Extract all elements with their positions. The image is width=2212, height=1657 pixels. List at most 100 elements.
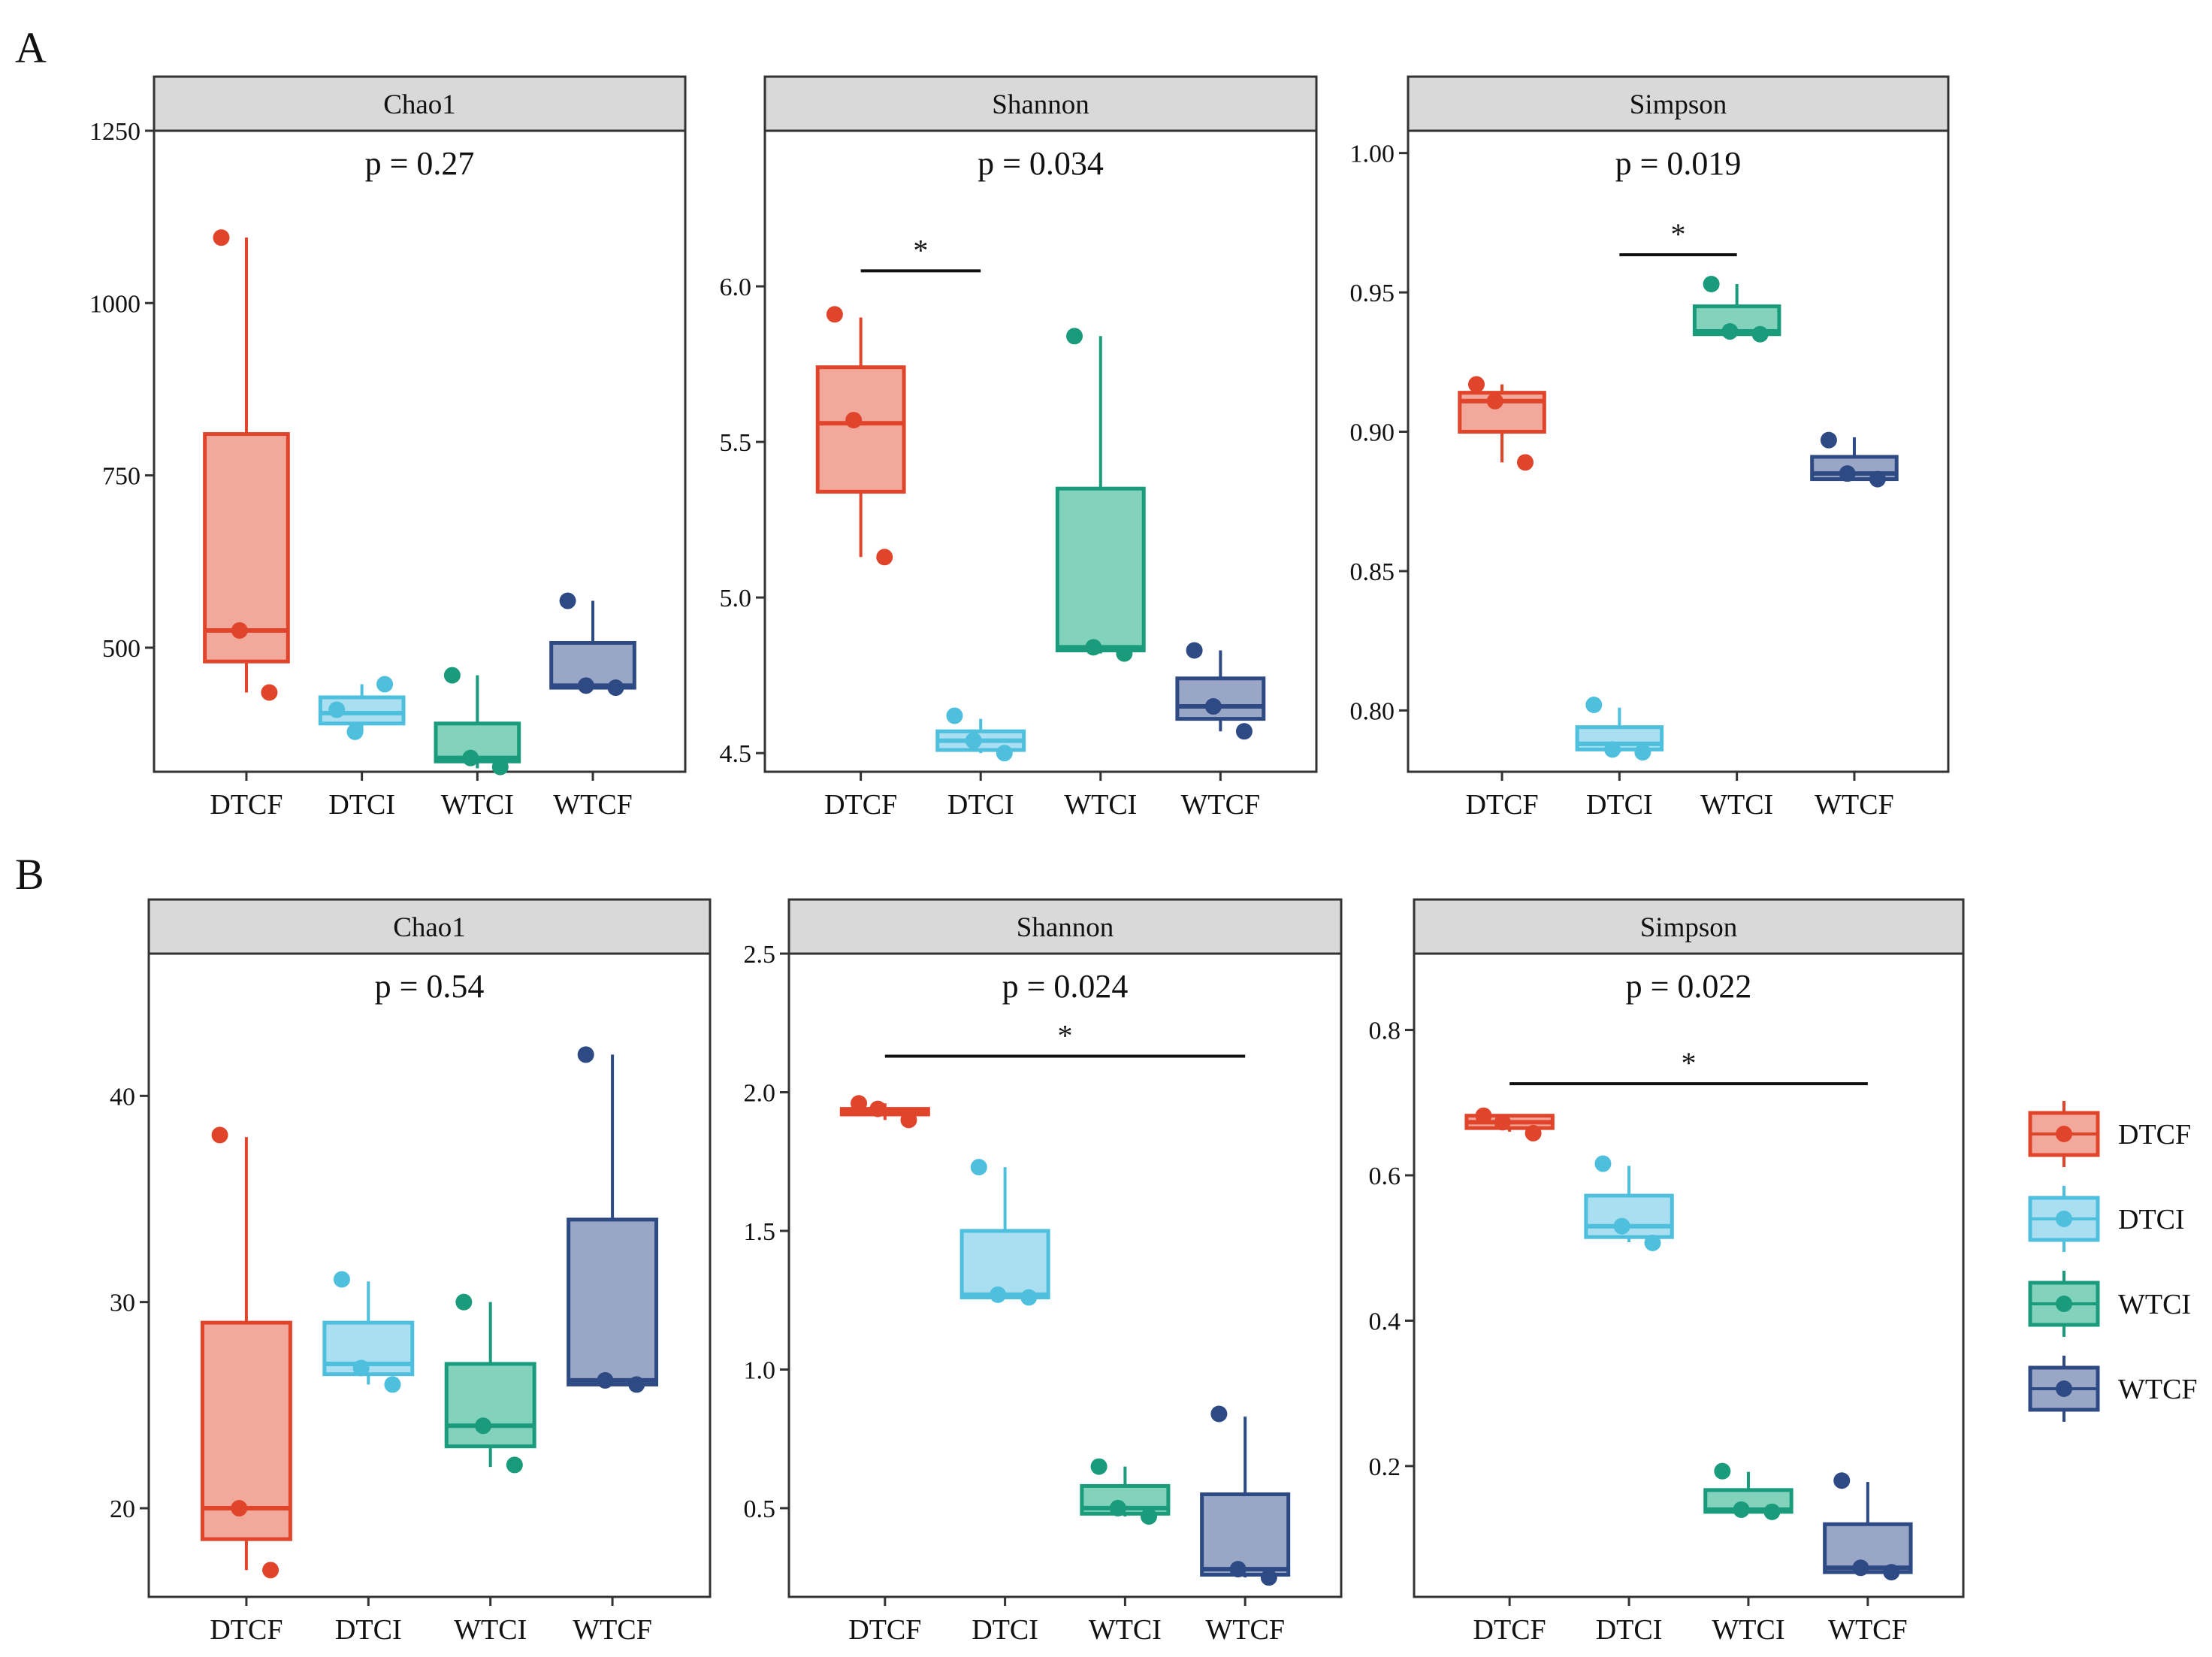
significance-star: * bbox=[1058, 1019, 1073, 1053]
y-tick-label: 500 bbox=[102, 635, 141, 663]
x-tick-label: WTCI bbox=[1700, 789, 1773, 821]
data-point bbox=[1733, 1501, 1750, 1518]
panel-b-chao1: Chao1 p = 0.54 20 30 40 DTCF DTCI WTCI WTCF bbox=[110, 898, 712, 1646]
legend-label: WTCF bbox=[2118, 1374, 2198, 1405]
plot-border bbox=[153, 129, 687, 773]
data-point bbox=[1714, 1462, 1731, 1480]
y-tick-label: 4.5 bbox=[720, 740, 752, 768]
y-tick-label: 2.5 bbox=[744, 941, 776, 969]
box-wtcf bbox=[549, 640, 636, 690]
legend-point bbox=[2056, 1126, 2072, 1142]
data-point bbox=[1090, 1458, 1108, 1475]
box-dtcf bbox=[815, 365, 906, 494]
facet-title: Simpson bbox=[1640, 912, 1738, 943]
data-point bbox=[970, 1159, 987, 1176]
strip-header bbox=[787, 898, 1343, 955]
data-point bbox=[1109, 1499, 1126, 1516]
data-point bbox=[1763, 1503, 1781, 1520]
p-value-label: p = 0.022 bbox=[1626, 968, 1752, 1005]
data-point bbox=[1751, 325, 1769, 343]
data-point bbox=[1634, 744, 1651, 761]
data-point bbox=[1468, 376, 1485, 393]
data-point bbox=[352, 1359, 370, 1377]
data-point bbox=[262, 1562, 280, 1579]
p-value-label: p = 0.034 bbox=[978, 145, 1104, 182]
data-point bbox=[1229, 1561, 1247, 1578]
strip-header bbox=[1413, 898, 1965, 955]
data-point bbox=[1475, 1107, 1492, 1124]
y-tick-label: 6.0 bbox=[720, 274, 752, 301]
legend-point bbox=[2056, 1211, 2072, 1227]
y-tick-label: 0.95 bbox=[1350, 280, 1395, 307]
plot-border bbox=[763, 129, 1318, 773]
x-tick-label: DTCI bbox=[972, 1614, 1038, 1646]
data-point bbox=[1210, 1405, 1228, 1423]
data-point bbox=[1839, 465, 1856, 482]
data-point bbox=[211, 1126, 228, 1144]
data-point bbox=[577, 677, 594, 694]
panel-a-shannon: Shannon p = 0.034 4.5 5.0 5.5 6.0 DTCF DTCI WTCI… bbox=[720, 75, 1318, 821]
plot-border bbox=[1413, 952, 1965, 1598]
data-point bbox=[506, 1456, 523, 1474]
x-tick-label: DTCF bbox=[1473, 1614, 1546, 1646]
y-tick-label: 2.0 bbox=[744, 1079, 776, 1107]
y-tick-label: 1250 bbox=[89, 118, 141, 146]
significance-star: * bbox=[1671, 217, 1686, 251]
box-wtcf bbox=[567, 1217, 659, 1386]
data-point bbox=[1852, 1559, 1869, 1577]
x-tick-label: DTCI bbox=[335, 1614, 402, 1646]
data-point bbox=[231, 621, 248, 639]
y-tick-label: 1.5 bbox=[744, 1218, 776, 1246]
y-tick-label: 1000 bbox=[89, 290, 141, 318]
box-wtcf bbox=[1200, 1492, 1291, 1577]
data-point bbox=[965, 732, 982, 749]
legend: DTCF DTCI WTCI WTCF bbox=[2028, 1101, 2198, 1422]
p-value-label: p = 0.54 bbox=[375, 968, 485, 1005]
data-point bbox=[628, 1376, 645, 1393]
strip-header bbox=[1407, 75, 1950, 132]
legend-item-dtcf: DTCF bbox=[2028, 1101, 2191, 1167]
data-point bbox=[462, 749, 479, 767]
significance-star: * bbox=[913, 233, 928, 267]
data-point bbox=[876, 549, 893, 566]
data-point bbox=[475, 1417, 492, 1435]
y-tick-label: 30 bbox=[110, 1290, 135, 1317]
x-tick-label: WTCI bbox=[1712, 1614, 1784, 1646]
facet-title: Shannon bbox=[992, 89, 1089, 120]
p-value-label: p = 0.024 bbox=[1002, 968, 1129, 1005]
data-point bbox=[1613, 1217, 1630, 1235]
data-point bbox=[1486, 392, 1503, 410]
data-point bbox=[851, 1095, 868, 1112]
box-wtcf bbox=[1175, 676, 1266, 721]
data-point bbox=[1833, 1472, 1851, 1489]
y-tick-label: 5.0 bbox=[720, 585, 752, 612]
facet-title: Chao1 bbox=[393, 912, 466, 943]
facet-title: Simpson bbox=[1630, 89, 1727, 120]
strip-header bbox=[147, 898, 712, 955]
plot-border bbox=[1407, 129, 1950, 773]
facet-title: Chao1 bbox=[383, 89, 456, 120]
legend-item-wtcf: WTCF bbox=[2028, 1356, 2198, 1422]
data-point bbox=[376, 676, 394, 693]
y-tick-label: 5.5 bbox=[720, 429, 752, 457]
data-point bbox=[996, 745, 1013, 762]
data-point bbox=[1494, 1114, 1511, 1131]
x-tick-label: DTCI bbox=[1586, 789, 1653, 821]
data-point bbox=[1869, 470, 1886, 488]
data-point bbox=[900, 1111, 917, 1129]
data-point bbox=[1204, 698, 1222, 715]
y-tick-label: 0.5 bbox=[744, 1495, 776, 1523]
data-point bbox=[1260, 1569, 1277, 1586]
data-point bbox=[213, 229, 230, 246]
legend-item-wtci: WTCI bbox=[2028, 1271, 2191, 1337]
y-tick-label: 20 bbox=[110, 1495, 135, 1523]
data-point bbox=[1585, 696, 1603, 713]
x-tick-label: WTCI bbox=[454, 1614, 527, 1646]
data-point bbox=[1235, 723, 1253, 740]
strip-header bbox=[763, 75, 1318, 132]
x-tick-label: DTCF bbox=[210, 1614, 283, 1646]
box-wtci bbox=[444, 1362, 536, 1449]
panel-b-shannon: Shannon p = 0.024 0.5 1.0 1.5 2.0 2.5 DTCF DTCI W… bbox=[744, 898, 1343, 1646]
y-tick-label: 40 bbox=[110, 1083, 135, 1111]
panel-a-chao1: Chao1 p = 0.27 500 750 1000 1250 DTCF DTCI WTCI W… bbox=[89, 75, 687, 821]
